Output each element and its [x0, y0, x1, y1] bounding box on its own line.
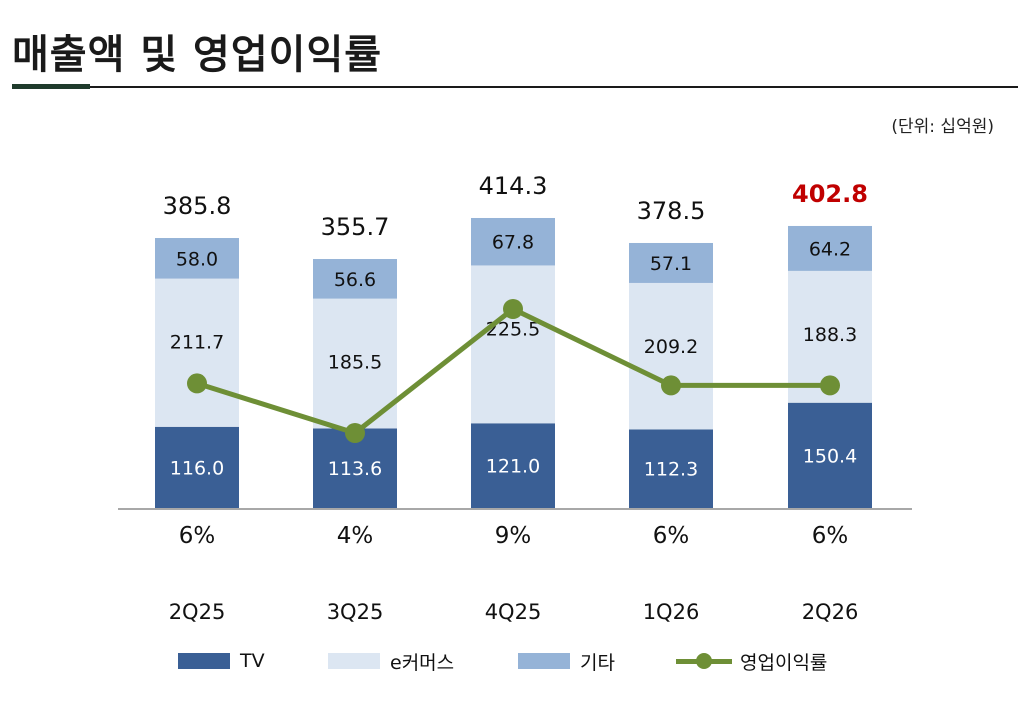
- bar-other-1Q26: [629, 242, 713, 283]
- legend-item-other: 기타: [518, 646, 615, 676]
- legend: TV e커머스 기타 영업이익률: [0, 646, 1018, 676]
- legend-item-margin: 영업이익률: [676, 646, 827, 676]
- bar-label-other-1Q26: 57.1: [650, 253, 692, 275]
- bar-tv-2Q26: [788, 402, 872, 508]
- bar-tv-4Q25: [471, 423, 555, 508]
- bar-label-ecommerce-2Q26: 188.3: [803, 324, 857, 346]
- legend-swatch-tv: [178, 653, 230, 669]
- legend-item-ecommerce: e커머스: [328, 646, 454, 676]
- bar-tv-2Q25: [155, 426, 239, 508]
- category-label-2Q26: 2Q26: [802, 600, 859, 624]
- margin-point-4Q25: [503, 299, 523, 319]
- margin-point-2Q25: [187, 373, 207, 394]
- bar-other-4Q25: [471, 217, 555, 266]
- bar-label-ecommerce-2Q25: 211.7: [170, 332, 224, 354]
- margin-point-1Q26: [661, 375, 681, 396]
- bar-other-2Q25: [155, 238, 239, 279]
- legend-swatch-other: [518, 653, 570, 669]
- total-label-4Q25: 414.3: [479, 172, 548, 200]
- bar-label-ecommerce-3Q25: 185.5: [328, 352, 382, 374]
- bar-label-other-4Q25: 67.8: [492, 232, 534, 254]
- bar-label-ecommerce-4Q25: 225.5: [486, 318, 540, 340]
- bar-other-3Q25: [313, 259, 397, 299]
- margin-label-2Q25: 6%: [179, 523, 216, 549]
- total-label-1Q26: 378.5: [637, 197, 706, 225]
- page-title: 매출액 및 영업이익률: [12, 32, 383, 78]
- legend-label-other: 기타: [580, 651, 615, 674]
- bar-label-tv-4Q25: 121.0: [486, 456, 540, 478]
- total-label-3Q25: 355.7: [321, 213, 390, 241]
- bar-ecommerce-4Q25: [471, 265, 555, 424]
- total-label-2Q26: 402.8: [792, 180, 868, 208]
- margin-label-3Q25: 4%: [337, 523, 374, 549]
- bar-ecommerce-3Q25: [313, 298, 397, 429]
- category-label-4Q25: 4Q25: [485, 600, 542, 624]
- bar-label-ecommerce-1Q26: 209.2: [644, 336, 698, 358]
- legend-label-ecommerce: e커머스: [390, 651, 455, 674]
- margin-label-2Q26: 6%: [812, 523, 849, 549]
- category-label-3Q25: 3Q25: [327, 600, 384, 624]
- category-label-2Q25: 2Q25: [169, 600, 226, 624]
- margin-label-4Q25: 9%: [495, 523, 532, 549]
- unit-label: (단위: 십억원): [891, 117, 994, 137]
- title-divider: [12, 86, 1018, 88]
- title-accent-bar: [12, 84, 90, 89]
- legend-label-margin: 영업이익률: [740, 651, 828, 674]
- margin-point-3Q25: [345, 423, 365, 443]
- bar-tv-1Q26: [629, 429, 713, 508]
- legend-label-tv: TV: [240, 650, 265, 672]
- category-label-1Q26: 1Q26: [643, 600, 700, 624]
- bar-label-tv-2Q26: 150.4: [803, 445, 857, 467]
- legend-swatch-ecommerce: [328, 653, 380, 669]
- bar-label-tv-3Q25: 113.6: [328, 458, 382, 480]
- bar-ecommerce-2Q25: [155, 278, 239, 427]
- bar-label-tv-1Q26: 112.3: [644, 459, 698, 481]
- legend-item-tv: TV: [178, 646, 265, 676]
- bar-label-other-3Q25: 56.6: [334, 269, 376, 291]
- bar-label-other-2Q25: 58.0: [176, 248, 218, 270]
- margin-point-2Q26: [820, 375, 840, 396]
- bar-ecommerce-1Q26: [629, 282, 713, 430]
- legend-swatch-margin: [676, 653, 732, 669]
- bar-label-tv-2Q25: 116.0: [170, 457, 224, 479]
- revenue-margin-chart: 116.0 211.7 58.0 385.8 6% 2Q25 113.6 185.5 56.6 3…: [118, 172, 912, 624]
- bar-label-other-2Q26: 64.2: [809, 238, 851, 260]
- margin-label-1Q26: 6%: [653, 523, 690, 549]
- bar-other-2Q26: [788, 225, 872, 271]
- total-label-2Q25: 385.8: [163, 192, 232, 220]
